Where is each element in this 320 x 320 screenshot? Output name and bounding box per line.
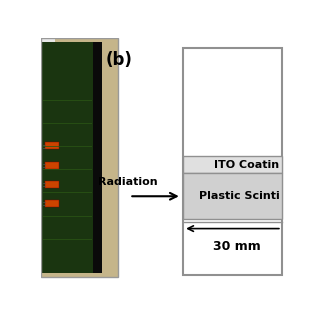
Text: Radiation: Radiation (98, 177, 158, 187)
Bar (41, 38, 55, 61)
Bar (183, 48, 282, 275)
Bar (41, 38, 118, 277)
Bar (45, 181, 59, 188)
Bar (183, 156, 282, 173)
Bar (45, 142, 59, 149)
Bar (183, 173, 282, 219)
Bar (93, 42, 102, 273)
Text: Plastic Scinti: Plastic Scinti (199, 191, 279, 201)
Text: (b): (b) (106, 52, 133, 69)
Bar (45, 162, 59, 169)
Bar (41, 42, 93, 273)
Bar (41, 38, 118, 277)
Bar (102, 42, 118, 273)
Text: 30 mm: 30 mm (213, 240, 261, 253)
Bar (45, 200, 59, 207)
Text: ITO Coatin: ITO Coatin (214, 160, 279, 170)
